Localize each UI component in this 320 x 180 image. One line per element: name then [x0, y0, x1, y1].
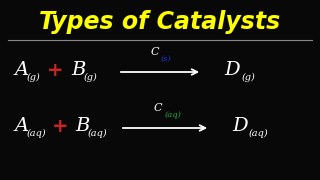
Text: (aq): (aq)	[87, 129, 107, 138]
Text: A: A	[15, 61, 29, 79]
Text: D: D	[232, 117, 248, 135]
Text: A: A	[15, 117, 29, 135]
Text: (aq): (aq)	[164, 111, 181, 119]
Text: (g): (g)	[241, 72, 255, 82]
Text: D: D	[224, 61, 240, 79]
Text: (g): (g)	[26, 72, 40, 82]
Text: Types of Catalysts: Types of Catalysts	[39, 10, 281, 34]
Text: (s): (s)	[161, 55, 172, 63]
Text: B: B	[75, 117, 89, 135]
Text: (aq): (aq)	[248, 129, 268, 138]
Text: C: C	[151, 47, 159, 57]
Text: +: +	[47, 60, 63, 80]
Text: (aq): (aq)	[26, 129, 46, 138]
Text: (g): (g)	[83, 72, 97, 82]
Text: B: B	[71, 61, 85, 79]
Text: C: C	[154, 103, 162, 113]
Text: +: +	[52, 116, 68, 136]
